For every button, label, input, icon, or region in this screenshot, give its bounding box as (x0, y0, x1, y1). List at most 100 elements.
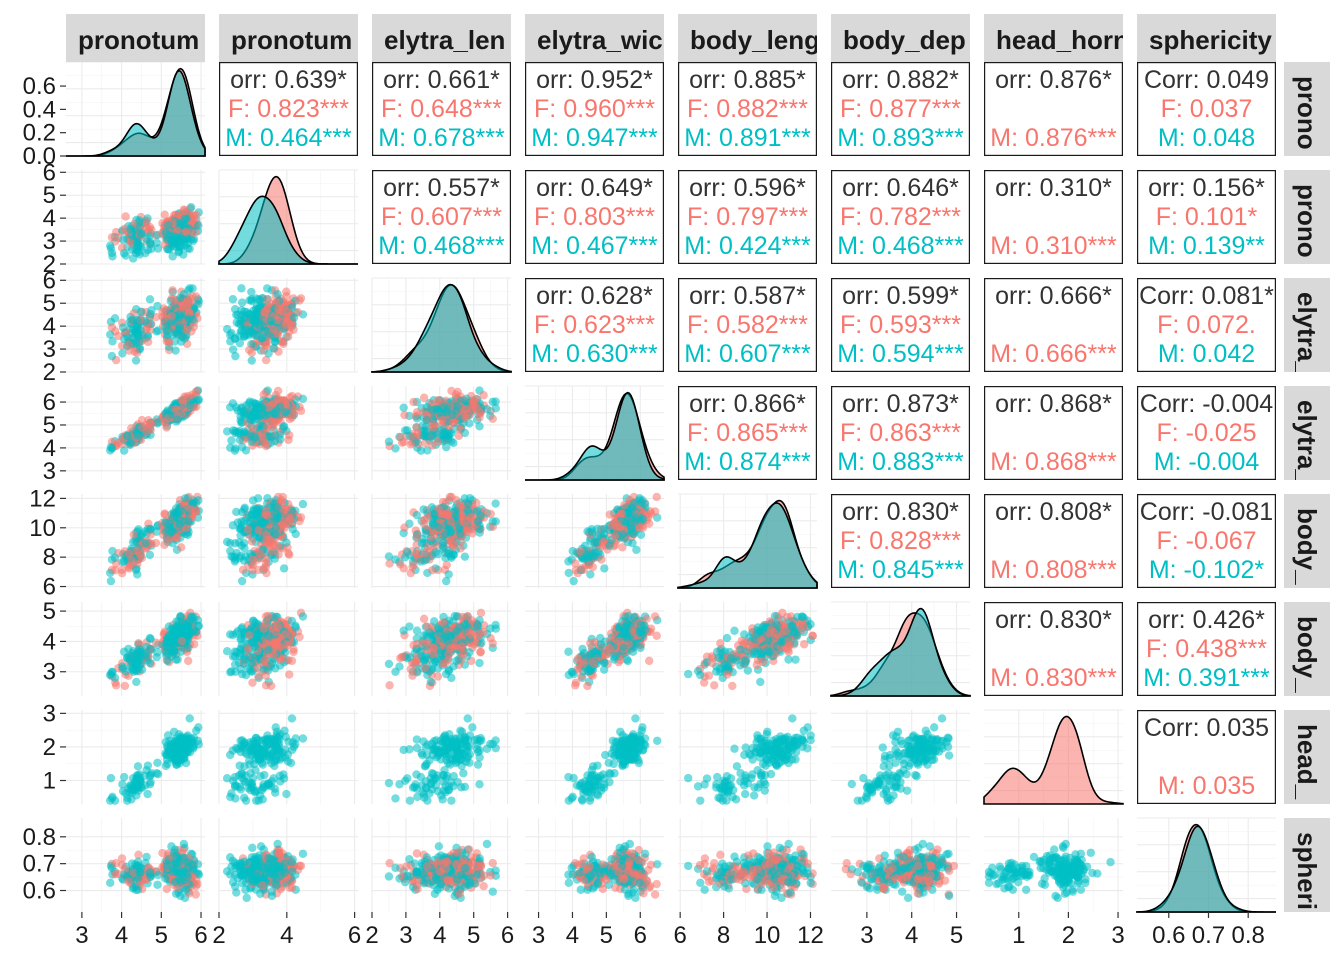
data-point-M (177, 234, 186, 244)
data-point-F (268, 422, 277, 432)
data-point-M (136, 307, 146, 316)
data-point-F (173, 533, 182, 542)
data-point-M (630, 517, 639, 526)
data-point-F (164, 338, 174, 347)
data-point-F (271, 627, 281, 637)
data-point-M (430, 510, 439, 519)
data-point-M (133, 431, 142, 440)
data-point-F (652, 492, 661, 502)
data-point-M (194, 221, 203, 230)
data-point-F (638, 523, 648, 532)
data-point-F (610, 531, 620, 541)
data-point-F (289, 647, 298, 657)
data-point-M (241, 670, 251, 680)
data-point-F (289, 325, 298, 334)
data-point-F (650, 507, 660, 516)
data-point-M (105, 241, 115, 250)
scatter-3-0 (105, 386, 203, 455)
data-point-M (110, 314, 120, 323)
data-point-F (406, 440, 415, 449)
data-point-M (276, 402, 285, 412)
data-point-M (230, 304, 240, 314)
data-point-M (600, 524, 609, 534)
data-point-M (118, 235, 128, 245)
data-point-M (126, 438, 135, 448)
data-point-F (412, 423, 421, 432)
data-point-F (243, 525, 253, 534)
data-point-M (594, 547, 603, 557)
data-point-M (108, 252, 117, 261)
data-point-F (160, 210, 169, 219)
data-point-M (131, 356, 141, 365)
scatter-1-0 (105, 203, 203, 263)
data-point-M (429, 520, 438, 530)
data-point-M (269, 343, 278, 353)
data-point-F (191, 292, 201, 301)
data-point-M (291, 623, 300, 632)
data-point-M (258, 518, 267, 528)
data-point-F (285, 393, 295, 402)
data-point-F (406, 568, 415, 578)
data-point-M (605, 541, 614, 550)
data-point-M (108, 337, 117, 346)
data-point-M (235, 338, 245, 348)
data-point-M (455, 524, 464, 533)
data-point-F (176, 543, 186, 552)
data-point-M (460, 428, 470, 438)
data-point-F (259, 624, 268, 633)
data-point-M (171, 346, 180, 355)
data-point-M (182, 214, 191, 223)
data-point-F (107, 323, 117, 332)
data-point-M (298, 612, 308, 621)
data-point-F (442, 509, 451, 518)
data-point-F (248, 555, 257, 564)
data-point-M (242, 307, 251, 317)
data-point-F (433, 437, 443, 447)
data-point-M (222, 647, 232, 656)
data-point-M (267, 432, 277, 441)
data-point-M (228, 345, 238, 354)
data-point-F (428, 566, 437, 575)
data-point-F (129, 530, 138, 539)
data-point-M (136, 326, 145, 335)
data-point-M (173, 415, 182, 424)
data-point-M (121, 251, 130, 260)
data-point-M (258, 333, 267, 343)
data-point-F (400, 523, 409, 532)
data-point-F (396, 432, 405, 442)
data-point-M (123, 431, 132, 441)
data-point-M (194, 622, 203, 631)
data-point-M (180, 494, 190, 503)
data-point-M (247, 287, 256, 297)
data-point-F (296, 513, 306, 522)
data-point-F (248, 424, 257, 433)
data-point-F (141, 222, 151, 232)
data-point-F (260, 307, 270, 317)
data-point-F (168, 286, 177, 295)
data-point-M (141, 248, 150, 258)
data-point-M (251, 313, 260, 322)
data-point-F (286, 516, 295, 525)
data-point-F (438, 415, 447, 425)
data-point-M (442, 576, 451, 586)
data-point-F (114, 331, 123, 341)
data-point-F (269, 541, 278, 550)
data-point-M (161, 648, 171, 657)
data-point-F (279, 339, 288, 349)
data-point-M (403, 547, 412, 557)
data-point-M (431, 548, 440, 557)
data-point-M (272, 503, 282, 512)
data-point-M (247, 356, 256, 365)
data-point-M (107, 351, 117, 361)
data-point-F (273, 315, 282, 325)
data-point-M (289, 313, 299, 322)
data-point-M (271, 523, 281, 533)
data-point-F (263, 611, 273, 621)
data-point-M (189, 612, 198, 622)
data-point-F (259, 390, 268, 399)
data-point-M (176, 506, 186, 516)
data-point-F (285, 414, 294, 424)
data-point-M (440, 530, 450, 539)
data-point-F (287, 656, 297, 666)
data-point-M (105, 330, 115, 339)
